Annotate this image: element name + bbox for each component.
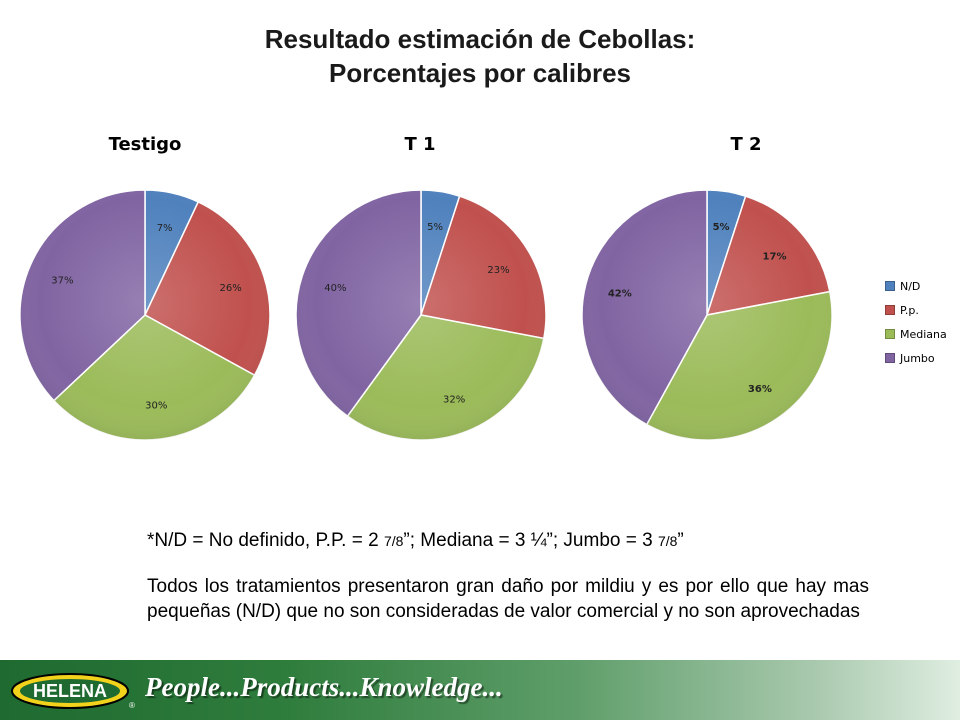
title-line-2: Porcentajes por calibres: [328, 58, 632, 88]
pie-title-t2: T 2: [730, 134, 762, 155]
pie-title-testigo: Testigo: [108, 134, 182, 155]
note1-fraction-2: 7/8: [657, 533, 678, 549]
legend-label-nd: N/D: [900, 279, 921, 293]
footer-bar: [0, 660, 960, 720]
pie-2-label-nd: 5%: [427, 222, 443, 233]
note1-part-c: ”: [677, 530, 684, 551]
pie-2-label-pp: 23%: [487, 265, 509, 276]
pie-charts: 7% 26% 30% 37% 5% 23% 32% 40% 5% 17% 36% 42%: [19, 189, 833, 441]
size-definitions-note: *N/D = No definido, P.P. = 2 7/8”; Media…: [147, 530, 684, 552]
pie-3-label-pp: 17%: [763, 251, 787, 262]
legend-item-mediana: Mediana: [885, 322, 960, 346]
pie-1-label-jumbo: 37%: [51, 275, 73, 286]
legend-swatch-jumbo: [885, 353, 895, 363]
pie-2-label-jumbo: 40%: [324, 283, 346, 294]
legend-label-pp: P.p.: [900, 303, 919, 317]
legend-swatch-mediana: [885, 329, 895, 339]
note1-part-b: ”; Mediana = 3 ¼”; Jumbo = 3: [403, 530, 658, 551]
title-line-1: Resultado estimación de Cebollas:: [264, 24, 696, 54]
legend-swatch-nd: [885, 281, 895, 291]
legend-swatch-pp: [885, 305, 895, 315]
note1-fraction-1: 7/8: [383, 533, 404, 549]
page-title: Resultado estimación de Cebollas: Porcen…: [0, 22, 960, 90]
chart-legend: N/D P.p. Mediana Jumbo: [885, 274, 960, 370]
pie-3-label-nd: 5%: [713, 222, 730, 233]
pie-3-label-jumbo: 42%: [608, 289, 632, 300]
pie-2-label-mediana: 32%: [443, 395, 465, 406]
legend-item-jumbo: Jumbo: [885, 346, 960, 370]
pie-title-t1: T 1: [404, 134, 436, 155]
pie-3-label-mediana: 36%: [748, 384, 772, 395]
treatments-note: Todos los tratamientos presentaron gran …: [147, 576, 869, 622]
pie-1-label-pp: 26%: [219, 283, 241, 294]
legend-item-nd: N/D: [885, 274, 960, 298]
legend-label-mediana: Mediana: [900, 327, 947, 341]
logo-text: HELENA: [33, 681, 107, 701]
footer-tagline: People...Products...Knowledge...: [145, 672, 503, 702]
helena-logo: HELENA ®: [11, 673, 135, 710]
logo-trademark: ®: [129, 701, 135, 710]
note1-part-a: *N/D = No definido, P.P. = 2: [147, 530, 384, 551]
legend-label-jumbo: Jumbo: [900, 351, 935, 365]
pie-1-label-nd: 7%: [157, 223, 173, 234]
legend-item-pp: P.p.: [885, 298, 960, 322]
pie-1-label-mediana: 30%: [145, 400, 167, 411]
